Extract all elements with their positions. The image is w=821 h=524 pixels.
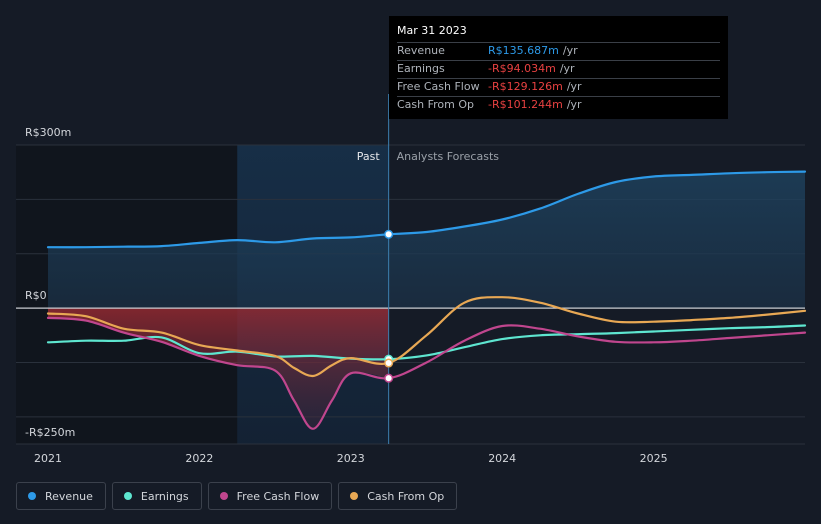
legend-item-revenue[interactable]: Revenue [16,482,106,510]
tooltip-row-revenue: Revenue R$135.687m /yr [397,42,720,60]
x-tick-label: 2025 [640,452,668,465]
revenue-area [48,171,805,309]
x-tick-label: 2021 [34,452,62,465]
tooltip-date: Mar 31 2023 [397,24,467,37]
tooltip-row-free-cash-flow: Free Cash Flow -R$129.126m /yr [397,78,720,96]
legend-dot-icon [123,492,132,500]
legend-label: Free Cash Flow [236,489,320,503]
legend-label: Cash From Op [367,489,445,503]
y-tick-label: -R$250m [25,426,75,439]
tooltip-label: Earnings [397,62,445,75]
legend-dot-icon [219,492,228,500]
x-tick-label: 2024 [488,452,516,465]
x-tick-label: 2022 [185,452,213,465]
free-cash-flow-marker [384,373,394,383]
tooltip: Mar 31 2023 Revenue R$135.687m /yr Earni… [389,16,728,119]
legend-item-cash-from-op[interactable]: Cash From Op [338,482,458,510]
tooltip-unit: /yr [566,80,582,93]
revenue-line [46,170,807,249]
legend-label: Earnings [140,489,189,503]
legend-label: Revenue [45,489,93,503]
revenue-marker [384,229,394,239]
tooltip-label: Revenue [397,44,445,57]
cash-flow-negative-area [48,308,389,429]
tooltip-label: Free Cash Flow [397,80,480,93]
tooltip-row-cash-from-op: Cash From Op -R$101.244m /yr [397,96,720,114]
tooltip-value: R$135.687m [488,44,559,57]
tooltip-value: -R$101.244m [488,98,563,111]
cash-from-op-marker [384,358,394,368]
y-tick-label: R$300m [25,126,71,139]
tooltip-value: -R$129.126m [488,80,563,93]
tooltip-label: Cash From Op [397,98,475,111]
tooltip-row-earnings: Earnings -R$94.034m /yr [397,60,720,78]
legend: Revenue Earnings Free Cash Flow Cash Fro… [16,482,458,510]
tooltip-unit: /yr [566,98,582,111]
legend-dot-icon [350,492,359,500]
tooltip-unit: /yr [559,62,575,75]
legend-item-free-cash-flow[interactable]: Free Cash Flow [207,482,333,510]
y-tick-label: R$0 [25,289,47,302]
legend-dot-icon [28,492,36,500]
x-tick-label: 2023 [337,452,365,465]
earnings-line [46,324,807,361]
forecast-label: Analysts Forecasts [397,150,500,163]
tooltip-unit: /yr [562,44,578,57]
legend-item-earnings[interactable]: Earnings [111,482,202,510]
tooltip-value: -R$94.034m [488,62,556,75]
past-label: Past [357,150,381,163]
